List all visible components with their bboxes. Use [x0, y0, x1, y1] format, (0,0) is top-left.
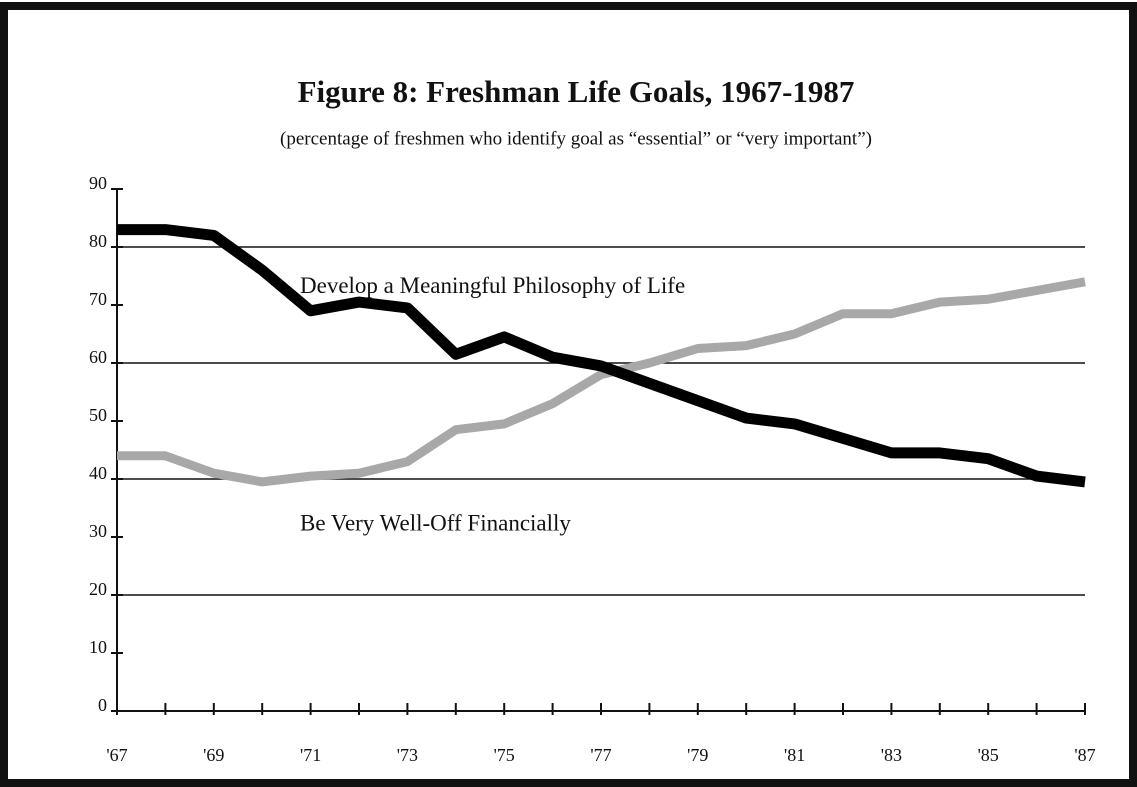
- y-tick-label: 60: [89, 347, 107, 367]
- series-label: Develop a Meaningful Philosophy of Life: [300, 273, 685, 298]
- x-tick-label: '79: [687, 745, 708, 765]
- x-tick-label: '77: [590, 745, 611, 765]
- x-tick-label: '71: [300, 745, 321, 765]
- x-tick-label: '75: [494, 745, 515, 765]
- x-tick-label: '83: [881, 745, 902, 765]
- series-line: [117, 224, 1086, 488]
- chart-subtitle: (percentage of freshmen who identify goa…: [280, 128, 872, 149]
- y-tick-label: 20: [89, 579, 107, 599]
- x-tick-label: '67: [106, 745, 127, 765]
- y-tick-label: 0: [98, 695, 107, 715]
- y-tick-label: 70: [89, 289, 107, 309]
- x-tick-label: '69: [203, 745, 224, 765]
- chart-title: Figure 8: Freshman Life Goals, 1967-1987: [298, 74, 855, 109]
- y-tick-label: 80: [89, 231, 107, 251]
- y-tick-label: 30: [89, 521, 107, 541]
- y-tick-label: 40: [89, 463, 107, 483]
- y-tick-label: 10: [89, 637, 107, 657]
- y-tick-label: 50: [89, 405, 107, 425]
- series-line: [117, 277, 1086, 487]
- x-tick-label: '81: [784, 745, 805, 765]
- x-tick-label: '87: [1074, 745, 1095, 765]
- series-label: Be Very Well-Off Financially: [300, 511, 571, 536]
- x-tick-label: '73: [397, 745, 418, 765]
- x-tick-label: '85: [978, 745, 999, 765]
- y-tick-label: 90: [89, 173, 107, 193]
